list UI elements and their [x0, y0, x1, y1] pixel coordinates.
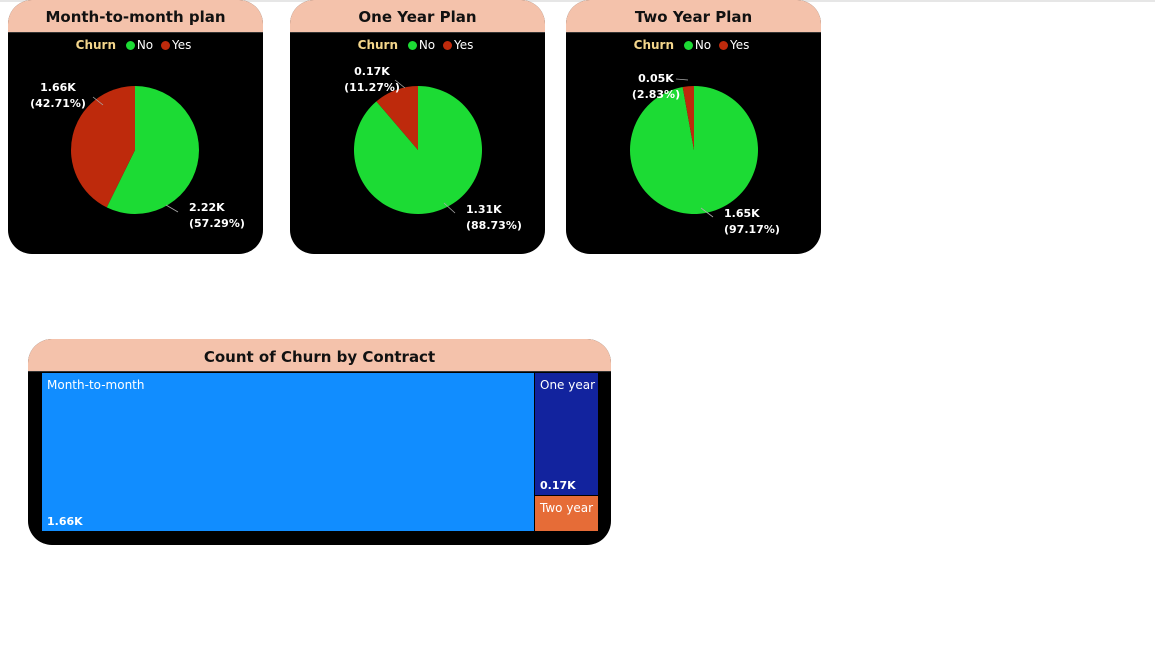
pie-slice-yes[interactable] — [682, 86, 694, 150]
pie-chart: 1.65K (97.17%) 0.05K (2.83%) — [630, 72, 780, 236]
data-label-percent: (2.83%) — [632, 88, 680, 101]
card-title: Month-to-month plan — [45, 8, 226, 26]
pie-chart: 2.22K (57.29%) 1.66K (42.71%) — [30, 81, 245, 230]
legend-dot-no-icon — [125, 41, 135, 50]
card-header: Count of Churn by Contract — [28, 339, 611, 372]
tile-label: Two year — [540, 501, 594, 515]
legend-title: Churn — [357, 38, 398, 52]
card-title: Count of Churn by Contract — [203, 348, 436, 366]
card-title: One Year Plan — [358, 8, 477, 26]
pie-slice-yes[interactable] — [376, 86, 418, 150]
pie-slice-yes[interactable] — [71, 86, 135, 208]
tile-label: Month-to-month — [47, 378, 145, 392]
contract-treemap-card[interactable]: Count of Churn by Contract Month-to-mont… — [28, 339, 611, 545]
pie-legend: Churn No Yes — [566, 38, 821, 52]
label-leader-line — [443, 202, 456, 214]
label-leader-line — [675, 78, 689, 81]
card-header: Two Year Plan — [566, 0, 821, 33]
label-leader-line — [700, 207, 714, 218]
legend-dot-no-icon — [683, 41, 693, 50]
data-label-percent: (57.29%) — [189, 217, 245, 230]
legend-item-no[interactable]: No — [407, 38, 436, 52]
data-label-value: 0.05K — [638, 72, 674, 85]
card-header: One Year Plan — [290, 0, 545, 33]
legend-dot-yes-icon — [718, 41, 728, 50]
data-label-percent: (11.27%) — [344, 81, 400, 94]
legend-label-yes: Yes — [453, 38, 474, 52]
data-label-value: 1.31K — [466, 203, 502, 216]
legend-title: Churn — [633, 38, 674, 52]
data-label-percent: (97.17%) — [724, 223, 780, 236]
pie-legend: Churn No Yes — [290, 38, 545, 52]
data-label-value: 1.65K — [724, 207, 760, 220]
label-leader-line — [165, 204, 179, 213]
treemap-tile-month-to-month[interactable]: Month-to-month 1.66K — [42, 373, 534, 531]
legend-label-yes: Yes — [171, 38, 192, 52]
tile-value: 0.17K — [540, 479, 576, 492]
legend-label-no: No — [694, 38, 712, 52]
legend-label-yes: Yes — [729, 38, 750, 52]
pie-legend: Churn No Yes — [8, 38, 263, 52]
legend-title: Churn — [75, 38, 116, 52]
data-label-value: 0.17K — [354, 65, 390, 78]
data-label-percent: (88.73%) — [466, 219, 522, 232]
legend-item-yes[interactable]: Yes — [718, 38, 750, 52]
legend-label-no: No — [136, 38, 154, 52]
legend-dot-yes-icon — [442, 41, 452, 50]
treemap-tile-one-year[interactable]: One year 0.17K — [535, 373, 598, 495]
data-label-percent: (42.71%) — [30, 97, 86, 110]
label-leader-line — [394, 79, 406, 89]
legend-dot-no-icon — [407, 41, 417, 50]
tile-value: 1.66K — [47, 515, 83, 528]
legend-item-yes[interactable]: Yes — [160, 38, 192, 52]
legend-item-yes[interactable]: Yes — [442, 38, 474, 52]
pie-slice-no[interactable] — [106, 86, 200, 214]
two-year-pie-card[interactable]: Two Year Plan Churn No Yes 1.65K (97.17%)… — [566, 0, 821, 254]
legend-item-no[interactable]: No — [683, 38, 712, 52]
label-leader-line — [92, 96, 104, 106]
pie-chart: 1.31K (88.73%) 0.17K (11.27%) — [344, 65, 522, 232]
legend-item-no[interactable]: No — [125, 38, 154, 52]
treemap-tile-two-year[interactable]: Two year — [535, 496, 598, 531]
legend-dot-yes-icon — [160, 41, 170, 50]
card-title: Two Year Plan — [634, 8, 753, 26]
month-to-month-pie-card[interactable]: Month-to-month plan Churn No Yes 2.22K (5… — [8, 0, 263, 254]
legend-label-no: No — [418, 38, 436, 52]
card-header: Month-to-month plan — [8, 0, 263, 33]
tile-label: One year — [540, 378, 596, 392]
data-label-value: 1.66K — [40, 81, 76, 94]
data-label-value: 2.22K — [189, 201, 225, 214]
one-year-pie-card[interactable]: One Year Plan Churn No Yes 1.31K (88.73%)… — [290, 0, 545, 254]
